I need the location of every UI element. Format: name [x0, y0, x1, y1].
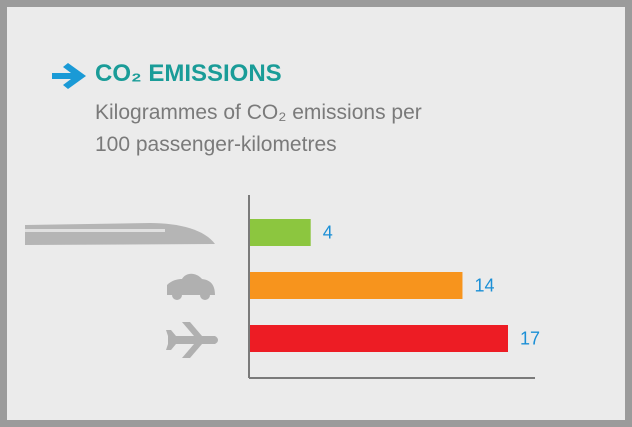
arrow-icon	[52, 63, 86, 89]
value-label: 4	[323, 222, 333, 242]
bar	[250, 272, 463, 299]
bar	[250, 219, 311, 246]
chart-subtitle: Kilogrammes of CO₂ emissions per 100 pas…	[95, 101, 422, 156]
value-label: 17	[520, 328, 540, 348]
car-icon	[167, 273, 215, 300]
chart-title: CO₂ EMISSIONS	[95, 60, 282, 87]
bar	[250, 325, 508, 352]
train-icon	[25, 223, 215, 245]
value-label: 14	[474, 275, 494, 295]
plane-icon	[166, 322, 218, 358]
